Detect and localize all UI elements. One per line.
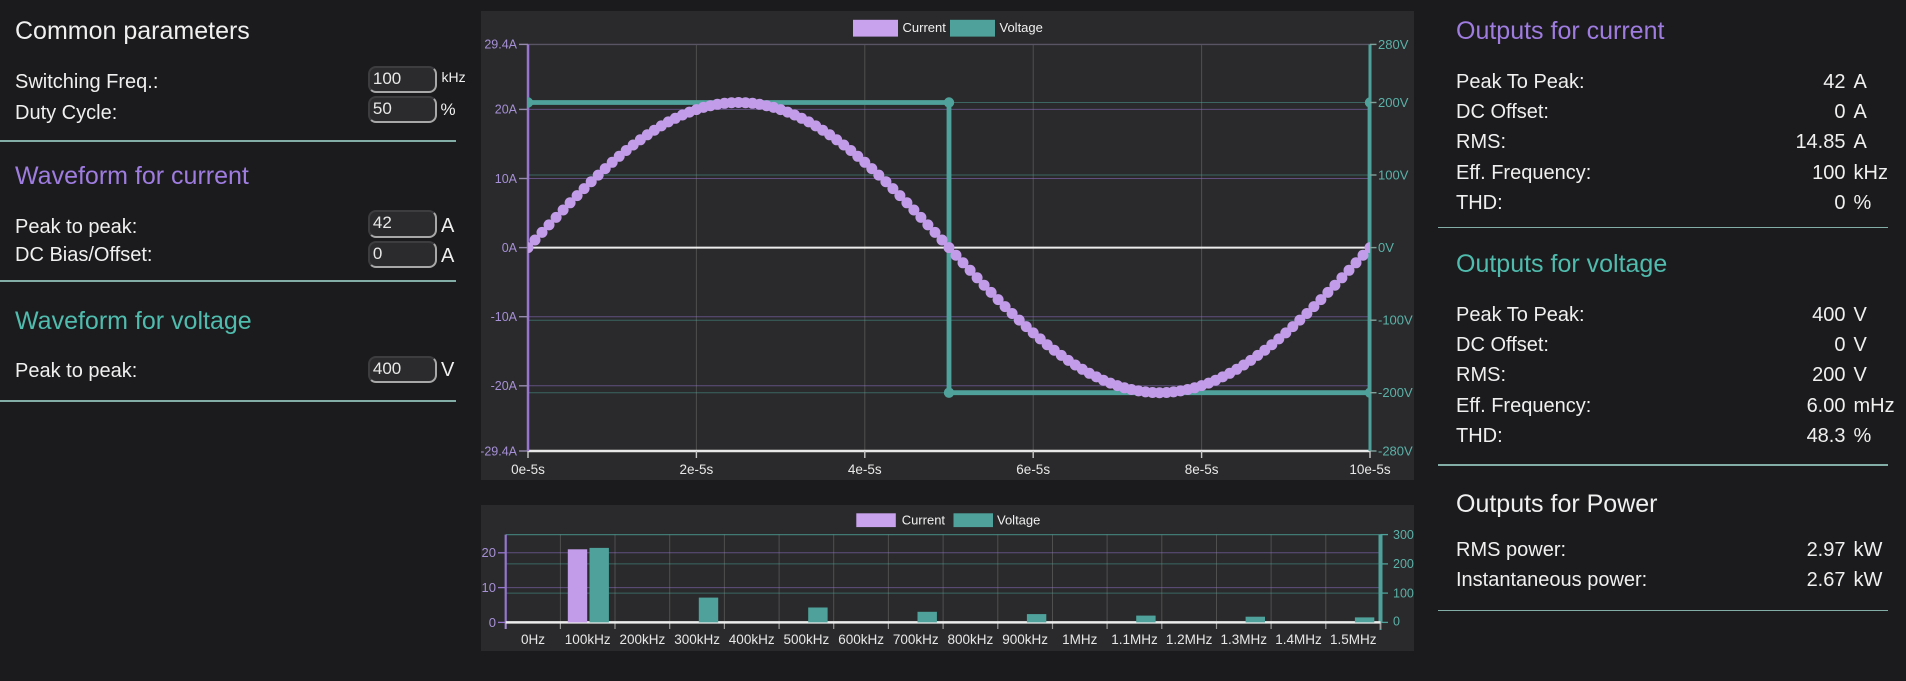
svg-text:100: 100 — [1393, 586, 1414, 600]
svg-text:1.1MHz: 1.1MHz — [1111, 632, 1158, 647]
svg-text:280V: 280V — [1378, 37, 1409, 52]
svg-text:20: 20 — [482, 545, 496, 560]
svg-text:4e-5s: 4e-5s — [848, 462, 882, 477]
svg-text:100kHz: 100kHz — [565, 632, 611, 647]
svg-text:20A: 20A — [495, 103, 518, 117]
svg-text:0V: 0V — [1378, 240, 1394, 255]
svg-text:2e-5s: 2e-5s — [680, 462, 714, 477]
svg-text:200kHz: 200kHz — [620, 632, 666, 647]
svg-text:-200V: -200V — [1378, 385, 1413, 400]
svg-text:10e-5s: 10e-5s — [1349, 462, 1391, 477]
svg-text:100V: 100V — [1378, 167, 1409, 182]
svg-text:1.2MHz: 1.2MHz — [1166, 632, 1213, 647]
svg-text:1.5MHz: 1.5MHz — [1330, 632, 1377, 647]
svg-text:200: 200 — [1393, 557, 1414, 571]
svg-text:0Hz: 0Hz — [521, 632, 545, 647]
svg-text:500kHz: 500kHz — [784, 632, 830, 647]
svg-text:600kHz: 600kHz — [838, 632, 884, 647]
svg-text:-280V: -280V — [1378, 443, 1413, 458]
svg-text:10A: 10A — [495, 172, 518, 186]
svg-text:0: 0 — [489, 615, 496, 630]
svg-text:Voltage: Voltage — [997, 513, 1040, 528]
svg-text:300kHz: 300kHz — [674, 632, 720, 647]
svg-text:8e-5s: 8e-5s — [1185, 462, 1219, 477]
svg-text:800kHz: 800kHz — [948, 632, 994, 647]
svg-text:29.4A: 29.4A — [484, 38, 517, 52]
svg-text:Current: Current — [903, 20, 947, 35]
svg-text:1.3MHz: 1.3MHz — [1221, 632, 1268, 647]
svg-text:0e-5s: 0e-5s — [511, 462, 545, 477]
svg-text:300: 300 — [1393, 528, 1414, 542]
svg-text:Current: Current — [902, 513, 946, 528]
svg-text:10: 10 — [482, 580, 496, 595]
svg-text:1MHz: 1MHz — [1062, 632, 1098, 647]
svg-text:400kHz: 400kHz — [729, 632, 775, 647]
svg-text:900kHz: 900kHz — [1002, 632, 1048, 647]
svg-text:-29.4A: -29.4A — [481, 444, 518, 458]
svg-text:6e-5s: 6e-5s — [1016, 462, 1050, 477]
svg-text:Voltage: Voltage — [1000, 20, 1043, 35]
svg-text:700kHz: 700kHz — [893, 632, 939, 647]
svg-text:1.4MHz: 1.4MHz — [1275, 632, 1322, 647]
svg-text:0: 0 — [1393, 615, 1400, 629]
svg-text:-10A: -10A — [491, 310, 518, 324]
svg-text:0A: 0A — [502, 241, 518, 255]
svg-text:200V: 200V — [1378, 95, 1409, 110]
svg-text:-100V: -100V — [1378, 313, 1413, 328]
svg-text:-20A: -20A — [491, 379, 518, 393]
